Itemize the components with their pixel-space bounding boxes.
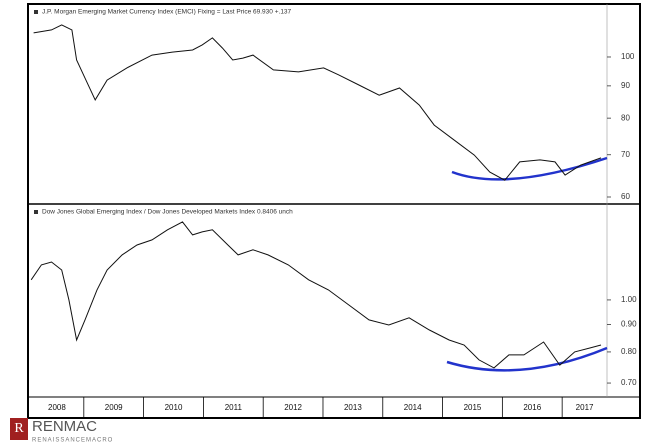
- y-tick-label: 70: [621, 150, 630, 159]
- x-tick-label: 2010: [165, 403, 183, 412]
- y-tick-label: 80: [621, 113, 630, 122]
- title-marker: [34, 210, 38, 214]
- x-tick-label: 2016: [523, 403, 541, 412]
- x-tick-label: 2014: [404, 403, 422, 412]
- x-tick-label: 2009: [105, 403, 123, 412]
- data-line: [30, 221, 602, 369]
- y-tick-label: 90: [621, 81, 630, 90]
- logo-letter: R: [14, 421, 24, 436]
- chart-title: J.P. Morgan Emerging Market Currency Ind…: [42, 9, 292, 16]
- x-tick-label: 2012: [284, 403, 302, 412]
- chart-title: Dow Jones Global Emerging Index / Dow Jo…: [42, 209, 293, 216]
- y-tick-label: 1.00: [621, 295, 637, 304]
- y-tick-label: 0.70: [621, 378, 637, 387]
- y-tick-label: 60: [621, 192, 630, 201]
- title-marker: [34, 10, 38, 14]
- x-tick-label: 2017: [576, 403, 594, 412]
- x-tick-label: 2013: [344, 403, 362, 412]
- data-line: [33, 24, 602, 181]
- y-tick-label: 0.90: [621, 320, 637, 329]
- y-tick-label: 100: [621, 52, 635, 61]
- trend-arc: [446, 346, 608, 372]
- x-tick-label: 2011: [225, 403, 243, 412]
- logo-icon: [10, 418, 28, 440]
- trend-arc: [451, 156, 608, 181]
- y-tick-label: 0.80: [621, 347, 637, 356]
- brand-name: RENMAC: [32, 418, 97, 435]
- x-tick-label: 2015: [464, 403, 482, 412]
- x-tick-label: 2008: [48, 403, 66, 412]
- brand-tagline: RENAISSANCEMACRO: [32, 438, 113, 444]
